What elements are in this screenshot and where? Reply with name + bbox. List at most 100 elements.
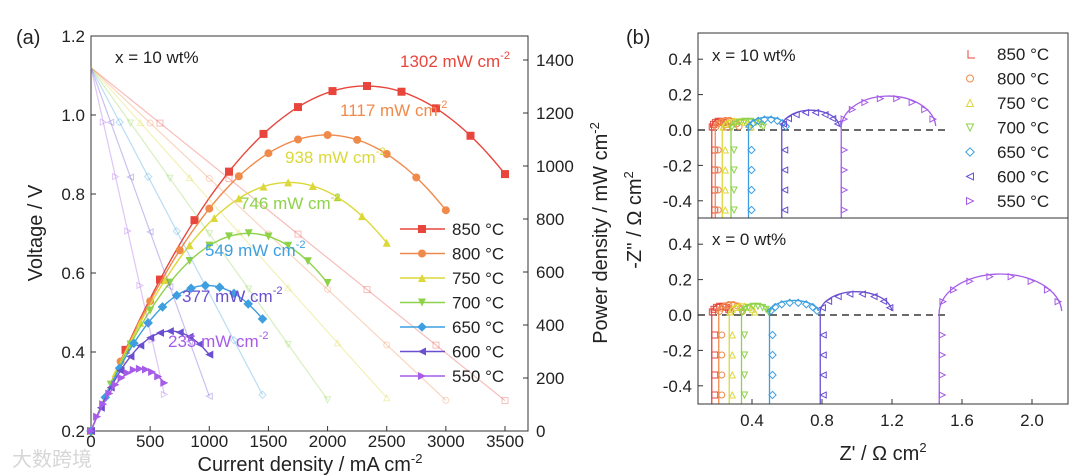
voltage-point bbox=[126, 173, 134, 181]
impedance-point bbox=[819, 371, 827, 379]
y-axis-label-b: -Z'' / Ω cm2 bbox=[621, 171, 646, 269]
legend-marker bbox=[417, 322, 427, 332]
voltage-point bbox=[294, 230, 302, 238]
legend-label: 850 °C bbox=[452, 220, 504, 239]
impedance-point bbox=[747, 165, 756, 175]
x-axis-label-b-superscript: 2 bbox=[919, 440, 926, 455]
power-point bbox=[294, 103, 302, 112]
voltage-point bbox=[432, 341, 440, 349]
legend-marker-b bbox=[965, 172, 974, 181]
impedance-point bbox=[718, 351, 726, 359]
impedance-point bbox=[728, 330, 737, 339]
legend-marker-b bbox=[966, 74, 974, 83]
impedance-point bbox=[721, 165, 730, 174]
power-point bbox=[257, 314, 268, 324]
power-point bbox=[136, 318, 145, 327]
annotation-b: x = 0 wt% bbox=[712, 230, 786, 249]
impedance-point bbox=[747, 205, 756, 215]
impedance-point bbox=[740, 117, 749, 126]
y-axis-label-b-text: -Z'' / Ω cm bbox=[624, 178, 646, 268]
impedance-point bbox=[808, 302, 818, 312]
impedance-point bbox=[726, 116, 734, 124]
power-point bbox=[225, 232, 233, 241]
impedance-point bbox=[785, 298, 795, 308]
impedance-arc bbox=[717, 301, 744, 316]
x-tick-label-a: 1000 bbox=[190, 432, 228, 451]
impedance-point bbox=[908, 98, 917, 107]
power-point bbox=[244, 229, 253, 238]
power-point bbox=[111, 380, 120, 389]
legend-item-b bbox=[966, 74, 974, 83]
impedance-point bbox=[773, 116, 782, 126]
legend-marker bbox=[418, 372, 426, 380]
peak-power-label-superscript: -2 bbox=[438, 99, 448, 111]
impedance-point bbox=[766, 306, 776, 316]
peak-power-label: 549 mW cm-2 bbox=[205, 239, 306, 260]
y-right-tick-label: 0 bbox=[536, 422, 545, 441]
impedance-point bbox=[986, 272, 994, 281]
power-point bbox=[363, 81, 371, 90]
impedance-point bbox=[1054, 297, 1063, 306]
impedance-point bbox=[754, 302, 762, 311]
legend-label-b: 850 °C bbox=[997, 45, 1049, 64]
voltage-point bbox=[143, 172, 153, 181]
legend-label: 600 °C bbox=[452, 343, 504, 362]
impedance-point bbox=[869, 292, 878, 301]
y-left-tick-label: 0.4 bbox=[61, 343, 85, 362]
impedance-arc bbox=[819, 291, 893, 316]
y-tick-label-b: 0.2 bbox=[668, 86, 692, 105]
voltage-curve bbox=[90, 67, 165, 395]
y-tick-label-b: 0.4 bbox=[668, 50, 692, 69]
peak-power-label-superscript: -2 bbox=[331, 192, 341, 204]
impedance-point bbox=[1043, 286, 1052, 294]
power-point bbox=[136, 341, 145, 350]
power-point bbox=[294, 135, 302, 144]
voltage-point bbox=[165, 282, 174, 291]
eis-series bbox=[738, 302, 773, 404]
impedance-point bbox=[747, 145, 756, 155]
voltage-point bbox=[126, 119, 135, 128]
impedance-point bbox=[861, 98, 869, 107]
impedance-arc bbox=[729, 118, 765, 131]
legend-label: 750 °C bbox=[452, 269, 504, 288]
voltage-point bbox=[166, 174, 174, 183]
power-point bbox=[156, 275, 164, 284]
impedance-point bbox=[711, 391, 719, 399]
x-tick-label-a: 0 bbox=[86, 432, 95, 451]
voltage-point bbox=[244, 285, 253, 294]
power-point bbox=[205, 241, 214, 250]
voltage-point bbox=[284, 340, 292, 349]
impedance-point bbox=[731, 120, 739, 129]
impedance-point bbox=[819, 331, 827, 339]
peak-power-label: 938 mW cm-2 bbox=[285, 146, 386, 167]
power-point bbox=[175, 246, 184, 255]
impedance-point bbox=[840, 206, 849, 214]
x-tick-label-a: 3500 bbox=[486, 432, 524, 451]
voltage-point bbox=[205, 230, 214, 238]
impedance-point bbox=[711, 371, 719, 379]
eis-series bbox=[938, 272, 1063, 404]
power-point bbox=[157, 302, 168, 312]
impedance-point bbox=[780, 146, 789, 154]
impedance-point bbox=[792, 110, 800, 119]
y-right-tick-label: 600 bbox=[536, 263, 564, 282]
power-point bbox=[284, 241, 293, 250]
legend-marker-b bbox=[965, 147, 975, 157]
impedance-point bbox=[824, 297, 833, 306]
power-point bbox=[175, 328, 184, 337]
power-curve bbox=[90, 181, 388, 432]
y-tick-label-b: 0.4 bbox=[668, 235, 692, 254]
impedance-point bbox=[938, 391, 947, 399]
y-tick-label-b: -0.2 bbox=[663, 156, 692, 175]
impedance-point bbox=[759, 123, 768, 132]
power-point bbox=[358, 212, 367, 221]
power-point bbox=[205, 350, 214, 359]
legend-label: 700 °C bbox=[452, 294, 504, 313]
power-point bbox=[129, 365, 138, 374]
impedance-point bbox=[730, 206, 738, 215]
peak-power-label-text: 938 mW cm bbox=[285, 148, 376, 167]
voltage-point bbox=[124, 227, 132, 235]
power-point bbox=[93, 412, 102, 421]
legend-label: 550 °C bbox=[452, 367, 504, 386]
